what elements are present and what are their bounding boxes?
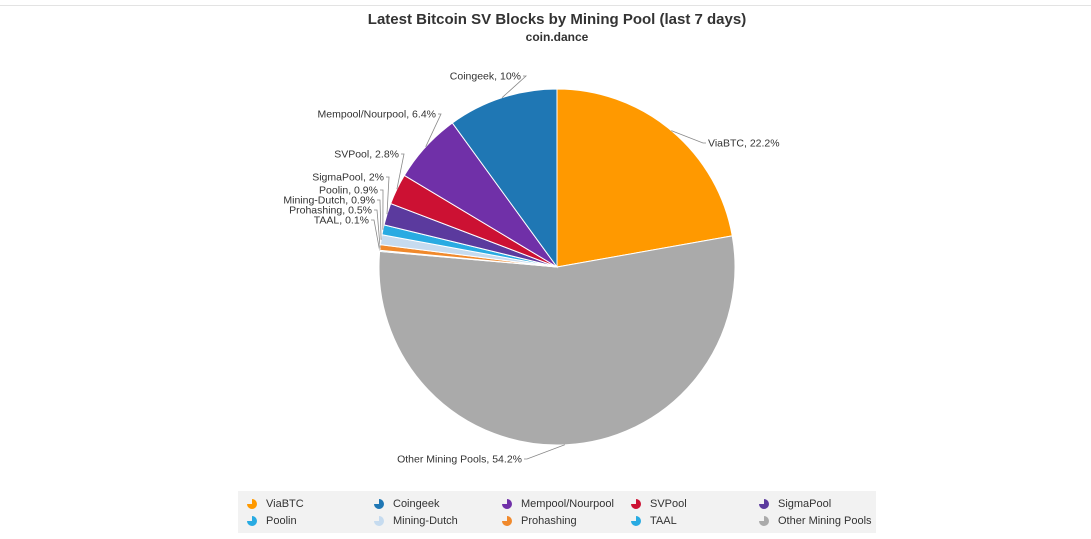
- connector-viabtc: [671, 130, 706, 144]
- data-label-coingeek: Coingeek, 10%: [450, 71, 521, 83]
- legend-label: SigmaPool: [778, 498, 832, 510]
- chart-subtitle: coin.dance: [525, 30, 589, 44]
- top-divider: [0, 5, 1091, 6]
- data-label-viabtc: ViaBTC, 22.2%: [708, 138, 780, 150]
- legend-item-viabtc[interactable]: ViaBTC: [246, 496, 304, 512]
- data-label-poolin: Poolin, 0.9%: [319, 185, 378, 197]
- legend-label: SVPool: [650, 498, 687, 510]
- connector-prohashing: [374, 209, 381, 248]
- connector-sigmapool: [386, 176, 390, 215]
- pie-legend-icon: [502, 499, 512, 509]
- legend-item-taal[interactable]: TAAL: [630, 513, 677, 529]
- legend-label: Poolin: [266, 515, 297, 527]
- connector-other-mining-pools: [524, 444, 565, 460]
- pie-slice-coingeek[interactable]: [451, 88, 558, 269]
- legend-label: ViaBTC: [266, 498, 304, 510]
- connector-coingeek: [501, 75, 528, 98]
- legend-label: Coingeek: [393, 498, 440, 510]
- connector-taal: [371, 219, 381, 251]
- pie-slice-other-mining-pools[interactable]: [378, 235, 736, 446]
- pie-legend-icon: [759, 499, 769, 509]
- legend-label: Other Mining Pools: [778, 515, 872, 527]
- data-label-svpool: SVPool, 2.8%: [334, 149, 399, 161]
- legend-item-poolin[interactable]: Poolin: [246, 513, 297, 529]
- legend-item-sigmapool[interactable]: SigmaPool: [758, 496, 831, 512]
- legend-item-svpool[interactable]: SVPool: [630, 496, 687, 512]
- chart-legend: ViaBTC Coingeek Mempool/Nourpool SVPool Sigm…: [238, 491, 876, 533]
- pie-legend-icon: [759, 516, 769, 526]
- data-label-prohashing: Prohashing, 0.5%: [289, 205, 372, 217]
- legend-item-prohashing[interactable]: Prohashing: [501, 513, 577, 529]
- pie-slice-viabtc[interactable]: [556, 88, 733, 268]
- pie-legend-icon: [502, 516, 512, 526]
- pie-legend-icon: [631, 516, 641, 526]
- legend-item-mining-dutch[interactable]: Mining-Dutch: [373, 513, 458, 529]
- legend-label: Mempool/Nourpool: [521, 498, 614, 510]
- data-label-mempool-nourpool: Mempool/Nourpool, 6.4%: [318, 109, 436, 121]
- legend-item-mempool-nourpool[interactable]: Mempool/Nourpool: [501, 496, 614, 512]
- legend-item-other-mining-pools[interactable]: Other Mining Pools: [758, 513, 872, 529]
- connector-mining-dutch: [377, 199, 382, 240]
- chart-title: Latest Bitcoin SV Blocks by Mining Pool …: [367, 11, 747, 28]
- pie-legend-icon: [247, 499, 257, 509]
- connector-poolin: [380, 189, 384, 230]
- legend-label: Mining-Dutch: [393, 515, 458, 527]
- pie-legend-icon: [631, 499, 641, 509]
- data-label-other-mining-pools: Other Mining Pools, 54.2%: [397, 454, 522, 466]
- connector-svpool: [396, 153, 405, 190]
- data-label-sigmapool: SigmaPool, 2%: [312, 172, 384, 184]
- legend-label: TAAL: [650, 515, 677, 527]
- legend-label: Prohashing: [521, 515, 577, 527]
- connector-mempool-nourpool: [425, 113, 442, 147]
- pie-legend-icon: [374, 499, 384, 509]
- legend-item-coingeek[interactable]: Coingeek: [373, 496, 439, 512]
- data-label-mining-dutch: Mining-Dutch, 0.9%: [283, 195, 375, 207]
- pie-legend-icon: [247, 516, 257, 526]
- data-label-taal: TAAL, 0.1%: [314, 215, 369, 227]
- pie-legend-icon: [374, 516, 384, 526]
